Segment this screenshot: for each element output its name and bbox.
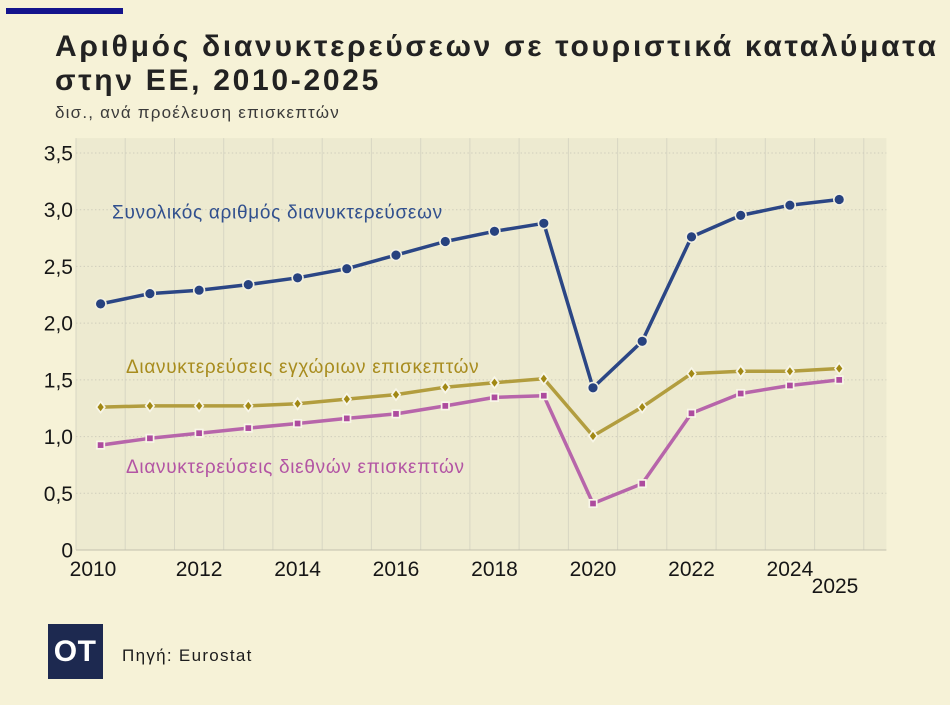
- svg-text:0,5: 0,5: [44, 483, 73, 506]
- svg-text:Διανυκτερεύσεις διεθνών επισκε: Διανυκτερεύσεις διεθνών επισκεπτών: [126, 457, 465, 478]
- svg-text:2025: 2025: [812, 575, 859, 598]
- svg-text:3,0: 3,0: [44, 199, 73, 222]
- svg-text:2,0: 2,0: [44, 313, 73, 336]
- svg-text:3,5: 3,5: [44, 143, 73, 166]
- svg-text:1,5: 1,5: [44, 369, 73, 392]
- svg-text:Διανυκτερεύσεις εγχώριων επισκ: Διανυκτερεύσεις εγχώριων επισκεπτών: [126, 357, 479, 378]
- svg-text:2022: 2022: [668, 558, 715, 581]
- svg-text:2018: 2018: [471, 558, 518, 581]
- svg-text:2010: 2010: [70, 558, 117, 581]
- svg-text:2020: 2020: [570, 558, 617, 581]
- svg-text:2016: 2016: [373, 558, 420, 581]
- svg-text:2,5: 2,5: [44, 256, 73, 279]
- svg-text:2024: 2024: [767, 558, 814, 581]
- svg-text:2014: 2014: [274, 558, 321, 581]
- svg-text:2012: 2012: [176, 558, 223, 581]
- svg-text:0: 0: [61, 540, 73, 563]
- svg-text:Συνολικός αριθμός διανυκτερεύσ: Συνολικός αριθμός διανυκτερεύσεων: [112, 203, 443, 224]
- svg-text:1,0: 1,0: [44, 426, 73, 449]
